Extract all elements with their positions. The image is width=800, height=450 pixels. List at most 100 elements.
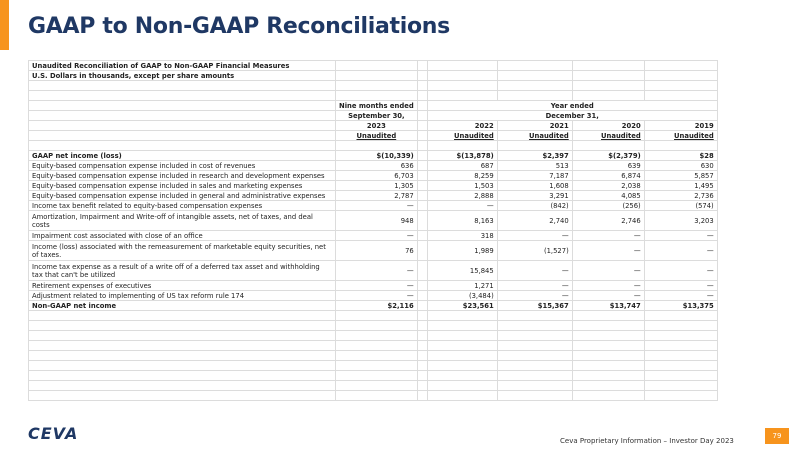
table-cell: 636 <box>335 160 418 171</box>
table-row <box>28 380 718 391</box>
table-cell <box>335 390 418 401</box>
table-row: Income (loss) associated with the remeas… <box>28 240 718 261</box>
table-cell <box>426 390 498 401</box>
table-cell <box>416 240 428 261</box>
table-cell: (3,484) <box>426 290 498 301</box>
page-number: 79 <box>765 428 789 444</box>
table-cell <box>416 260 428 281</box>
table-cell: December 31, <box>426 110 718 121</box>
table-row: Non-GAAP net income $2,116 $23,561 $15,367 $… <box>28 300 718 311</box>
table-cell <box>335 140 418 151</box>
table-cell: Income (loss) associated with the remeas… <box>28 240 336 261</box>
table-cell <box>416 340 428 351</box>
table-cell: Equity-based compensation expense includ… <box>28 160 336 171</box>
table-cell: Equity-based compensation expense includ… <box>28 190 336 201</box>
table-cell <box>335 380 418 391</box>
table-cell: Adjustment related to implementing of US… <box>28 290 336 301</box>
table-row <box>28 310 718 321</box>
table-row <box>28 350 718 361</box>
audit-label: Unaudited <box>601 131 641 140</box>
table-cell: September 30, <box>335 110 418 121</box>
table-cell <box>426 380 498 391</box>
table-cell: — <box>571 280 645 291</box>
table-cell: 6,703 <box>335 170 418 181</box>
table-cell <box>335 340 418 351</box>
table-cell <box>416 370 428 381</box>
table-cell <box>426 360 498 371</box>
table-cell: $(10,339) <box>335 150 418 161</box>
table-cell <box>335 360 418 371</box>
table-cell: $(13,878) <box>426 150 498 161</box>
table-cell: Amortization, Impairment and Write-off o… <box>28 210 336 231</box>
table-cell <box>28 80 336 91</box>
table-row: Unaudited Reconciliation of GAAP to Non-… <box>28 60 718 71</box>
table-cell <box>571 310 645 321</box>
logo: CEVA <box>28 424 79 443</box>
table-cell: 2020 <box>571 120 645 131</box>
table-cell: 2,787 <box>335 190 418 201</box>
table-cell: Nine months ended <box>335 100 418 111</box>
table-cell <box>416 380 428 391</box>
table-cell <box>496 370 573 381</box>
table-row <box>28 360 718 371</box>
table-cell: Retirement expenses of executives <box>28 280 336 291</box>
table-cell: Unaudited Reconciliation of GAAP to Non-… <box>28 60 336 71</box>
table-cell: 1,608 <box>496 180 573 191</box>
table-cell <box>335 310 418 321</box>
table-cell: Income tax expense as a result of a writ… <box>28 260 336 281</box>
table-row: September 30, December 31, <box>28 110 718 121</box>
table-row <box>28 370 718 381</box>
table-cell: 687 <box>426 160 498 171</box>
table-cell: 2022 <box>426 120 498 131</box>
table-row: Income tax expense as a result of a writ… <box>28 260 718 281</box>
table-cell <box>571 380 645 391</box>
table-cell: — <box>571 290 645 301</box>
table-cell <box>571 90 645 101</box>
table-cell: — <box>643 280 718 291</box>
table-cell <box>496 60 573 71</box>
table-cell: 8,163 <box>426 210 498 231</box>
table-cell <box>416 200 428 211</box>
table-cell: — <box>643 290 718 301</box>
table-row <box>28 140 718 151</box>
table-row: Unaudited Unaudited Unaudited Unaudited Unau… <box>28 130 718 141</box>
table-row <box>28 90 718 101</box>
table-cell <box>416 190 428 201</box>
table-cell: 2,888 <box>426 190 498 201</box>
table-cell: $2,397 <box>496 150 573 161</box>
table-cell <box>416 140 428 151</box>
table-cell: 2023 <box>335 120 418 131</box>
table-cell <box>571 390 645 401</box>
table-cell <box>335 350 418 361</box>
table-cell: 1,305 <box>335 180 418 191</box>
audit-label: Unaudited <box>454 131 494 140</box>
table-cell <box>643 320 718 331</box>
table-cell <box>643 140 718 151</box>
table-cell <box>496 70 573 81</box>
table-cell <box>643 80 718 91</box>
table-cell <box>571 340 645 351</box>
table-cell <box>416 120 428 131</box>
table-cell <box>28 310 336 321</box>
table-cell: (574) <box>643 200 718 211</box>
table-cell <box>426 80 498 91</box>
table-cell <box>643 390 718 401</box>
table-cell <box>28 320 336 331</box>
table-cell <box>416 230 428 241</box>
table-cell <box>416 290 428 301</box>
table-cell <box>28 130 336 141</box>
table-cell: — <box>496 280 573 291</box>
table-cell <box>643 340 718 351</box>
table-cell: — <box>335 200 418 211</box>
table-cell <box>496 330 573 341</box>
table-cell: — <box>426 200 498 211</box>
audit-label: Unaudited <box>356 131 397 140</box>
table-cell <box>416 70 428 81</box>
table-row: Equity-based compensation expense includ… <box>28 190 718 201</box>
table-cell <box>643 330 718 341</box>
table-cell: — <box>496 260 573 281</box>
table-row <box>28 390 718 401</box>
table-cell <box>416 110 428 121</box>
table-row <box>28 320 718 331</box>
